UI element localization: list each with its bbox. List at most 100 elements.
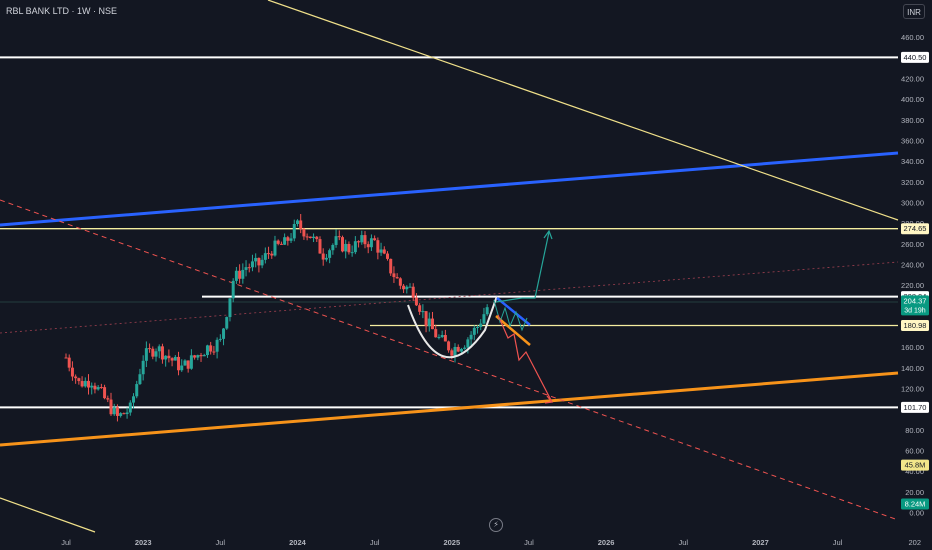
candle-body <box>103 387 107 399</box>
candle-body <box>363 235 367 245</box>
candle-body <box>144 348 148 361</box>
price-tag-label: 8.24M <box>905 499 926 508</box>
candle-body <box>350 252 354 254</box>
price-tag <box>901 51 929 63</box>
price-tag <box>901 295 929 316</box>
candle-body <box>180 365 184 371</box>
x-tick-label: 202 <box>909 538 922 547</box>
candle-body <box>286 237 290 241</box>
candle-body <box>315 236 319 240</box>
candle-body <box>222 328 226 339</box>
currency-button[interactable]: INR <box>903 4 925 19</box>
candle-body <box>164 355 168 360</box>
candle-body <box>450 350 454 356</box>
candle-body <box>386 253 389 259</box>
candle-body <box>122 413 126 415</box>
orange-support-line <box>0 371 899 447</box>
candle-body <box>199 355 203 357</box>
y-tick-label: 260.00 <box>901 240 924 249</box>
candle-body <box>453 346 457 356</box>
candle-body <box>167 355 171 359</box>
candle-body <box>132 396 136 403</box>
candle-body <box>476 327 480 329</box>
x-tick-label: Jul <box>678 538 688 547</box>
green-zigzag <box>493 299 528 332</box>
candle-body <box>270 253 274 256</box>
candle-body <box>135 384 139 397</box>
candle-body <box>405 286 409 290</box>
candle-body <box>241 269 245 279</box>
candle-body <box>289 238 293 241</box>
green-target-path <box>495 231 550 303</box>
orange-flag-line <box>495 315 531 346</box>
candle-body <box>244 267 248 270</box>
candle-body <box>369 238 373 248</box>
candle-body <box>273 240 277 256</box>
trendlines <box>0 0 899 533</box>
candle-body <box>125 412 129 415</box>
candle-body <box>395 277 399 279</box>
candle-body <box>225 317 229 329</box>
candle-body <box>183 360 187 366</box>
candle-body <box>472 327 476 335</box>
candle-body <box>87 380 91 388</box>
candle-body <box>212 351 216 353</box>
candle-body <box>202 355 206 357</box>
y-tick-label: 380.00 <box>901 116 924 125</box>
candle-body <box>228 298 232 318</box>
candle-body <box>392 273 396 278</box>
candle-body <box>379 249 383 253</box>
candle-body <box>418 305 422 312</box>
candle-body <box>74 376 78 379</box>
price-tag <box>901 498 929 510</box>
candle-body <box>257 257 261 266</box>
candle-body <box>276 240 280 244</box>
candle-body <box>353 241 357 253</box>
candle-body <box>260 259 264 266</box>
candle-body <box>318 239 322 254</box>
candle-body <box>437 337 441 339</box>
candle-body <box>328 250 332 258</box>
candle-body <box>308 236 312 239</box>
y-tick-label: 120.00 <box>901 385 924 394</box>
y-tick-label: 160.00 <box>901 343 924 352</box>
yellow-lower-line <box>0 497 96 533</box>
candle-body <box>344 243 348 252</box>
candle-body <box>479 323 483 328</box>
candle-body <box>67 357 71 368</box>
price-tag <box>901 223 929 235</box>
candle-body <box>193 355 197 358</box>
x-tick-label: Jul <box>524 538 534 547</box>
candle-body <box>331 244 335 251</box>
candle-body <box>93 385 97 390</box>
candle-body <box>431 318 435 330</box>
candle-body <box>447 341 451 351</box>
candle-body <box>357 241 361 243</box>
candle-body <box>96 387 100 390</box>
candle-body <box>389 258 393 274</box>
candle-body <box>77 378 81 382</box>
candle-body <box>247 267 251 269</box>
candle-body <box>414 297 418 306</box>
candle-body <box>411 286 415 298</box>
candle-body <box>398 278 402 286</box>
x-tick-label: Jul <box>833 538 843 547</box>
red-arrow-icon <box>544 395 554 404</box>
candle-body <box>250 261 254 268</box>
replay-icon[interactable]: ⚡ <box>489 518 503 532</box>
candle-body <box>360 235 364 243</box>
candle-body <box>373 238 377 241</box>
x-tick-label: Jul <box>216 538 226 547</box>
candle-body <box>305 236 309 238</box>
x-tick-label: 2024 <box>289 538 307 547</box>
candle-body <box>337 236 341 238</box>
candle-body <box>421 311 425 313</box>
candle-body <box>215 339 219 352</box>
candle-body <box>292 223 296 239</box>
price-tag-label: 274.65 <box>904 224 927 233</box>
candle-body <box>402 285 406 290</box>
candle-body <box>173 356 177 361</box>
y-tick-label: 20.00 <box>905 488 924 497</box>
